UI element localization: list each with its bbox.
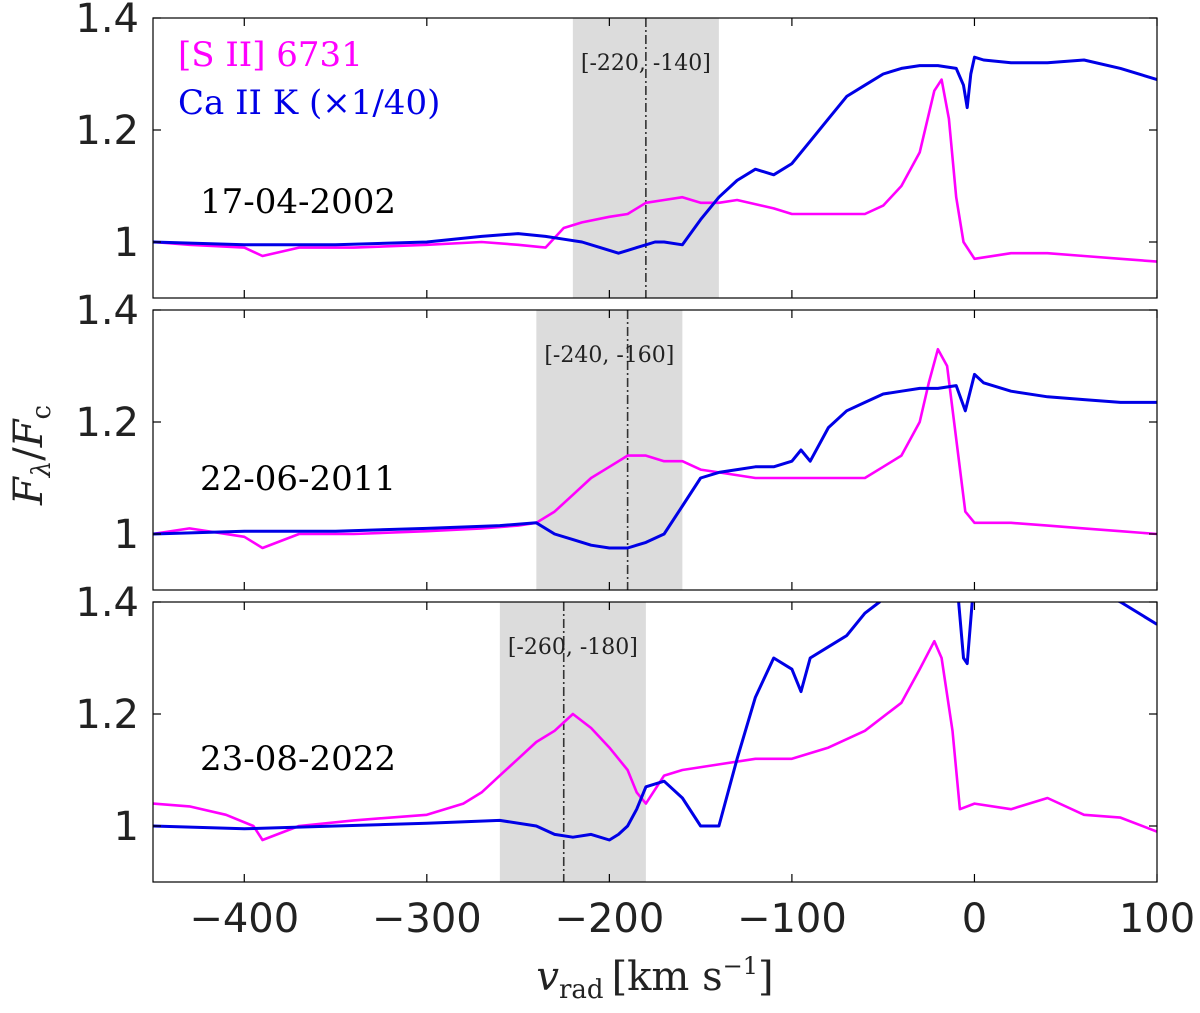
panel-2-band-label: [-240, -160] xyxy=(544,343,674,368)
panel-2: [-240, -160] 22-06-2011 1 1.2 1.4 xyxy=(75,288,1158,591)
x-tick-label: 100 xyxy=(1119,896,1195,942)
legend-entry-caii: Ca II K (×1/40) xyxy=(178,83,440,123)
panel-1-caii-line xyxy=(153,55,1157,255)
panel-1-frame xyxy=(152,17,1158,299)
panel-1-date-label: 17-04-2002 xyxy=(200,182,396,222)
panel-3-caii-line xyxy=(153,602,1157,842)
panel-1: [-220, -140] 17-04-2002 1 1.2 1.4 xyxy=(75,0,1158,299)
panel-3-sii-line xyxy=(153,639,1157,842)
y-tick-label: 1.2 xyxy=(75,108,139,154)
x-tick-label: −100 xyxy=(737,896,847,942)
panel-2-frame xyxy=(152,309,1158,591)
panel-2-sii-line xyxy=(153,347,1157,550)
x-axis-title: vrad [km s−1] xyxy=(536,952,773,1005)
x-tick-label: −400 xyxy=(189,896,299,942)
panel-3-frame xyxy=(152,601,1158,883)
x-tick-label: −200 xyxy=(554,896,664,942)
y-tick-label: 1.4 xyxy=(75,0,139,42)
y-tick-label: 1.4 xyxy=(75,288,139,334)
panel-3-band-label: [-260, -180] xyxy=(508,635,638,660)
y-tick-label: 1 xyxy=(114,512,139,558)
y-tick-label: 1.2 xyxy=(75,400,139,446)
legend: [S II] 6731 Ca II K (×1/40) xyxy=(178,35,440,123)
y-axis-title: Fλ/Fc xyxy=(6,405,57,506)
panel-3: [-260, -180] 23-08-2022 1 1.2 1.4 xyxy=(75,580,1158,883)
y-tick-label: 1.4 xyxy=(75,580,139,626)
panel-1-sii-line xyxy=(153,78,1157,263)
y-tick-label: 1 xyxy=(114,804,139,850)
panel-2-date-label: 22-06-2011 xyxy=(200,459,396,499)
panel-3-date-label: 23-08-2022 xyxy=(200,739,396,779)
panel-1-band-label: [-220, -140] xyxy=(581,51,711,76)
panel-2-band xyxy=(536,310,683,590)
x-axis: −400 −300 −200 −100 0 100 xyxy=(189,896,1195,942)
x-tick-label: −300 xyxy=(372,896,482,942)
y-tick-label: 1 xyxy=(114,220,139,266)
y-tick-label: 1.2 xyxy=(75,692,139,738)
panel-2-caii-line xyxy=(153,372,1157,550)
x-tick-label: 0 xyxy=(962,896,987,942)
panel-3-band xyxy=(499,602,646,882)
legend-entry-sii: [S II] 6731 xyxy=(178,35,363,75)
